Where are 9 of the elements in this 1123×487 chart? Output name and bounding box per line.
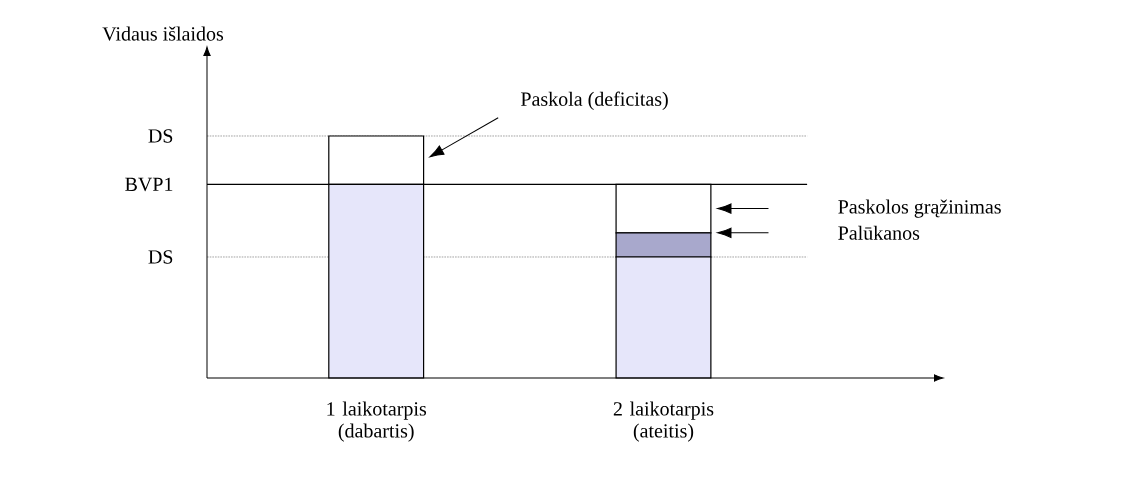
text: Paskolos grąžinimas <box>838 199 1001 218</box>
text: Paskola (deficitas) <box>520 91 668 110</box>
text: Palūkanos <box>838 225 920 240</box>
ref-line-label: DS <box>148 129 173 143</box>
x-tick-label: 1 laikotarpis (dabartis) <box>327 401 427 442</box>
y-axis-title: Vidaus išlaidos <box>102 26 224 41</box>
ref-line-label: DS <box>148 250 173 264</box>
x-tick-label: 2 laikotarpis (ateitis) <box>613 401 714 442</box>
ref-line-label: BVP1 <box>125 177 173 192</box>
